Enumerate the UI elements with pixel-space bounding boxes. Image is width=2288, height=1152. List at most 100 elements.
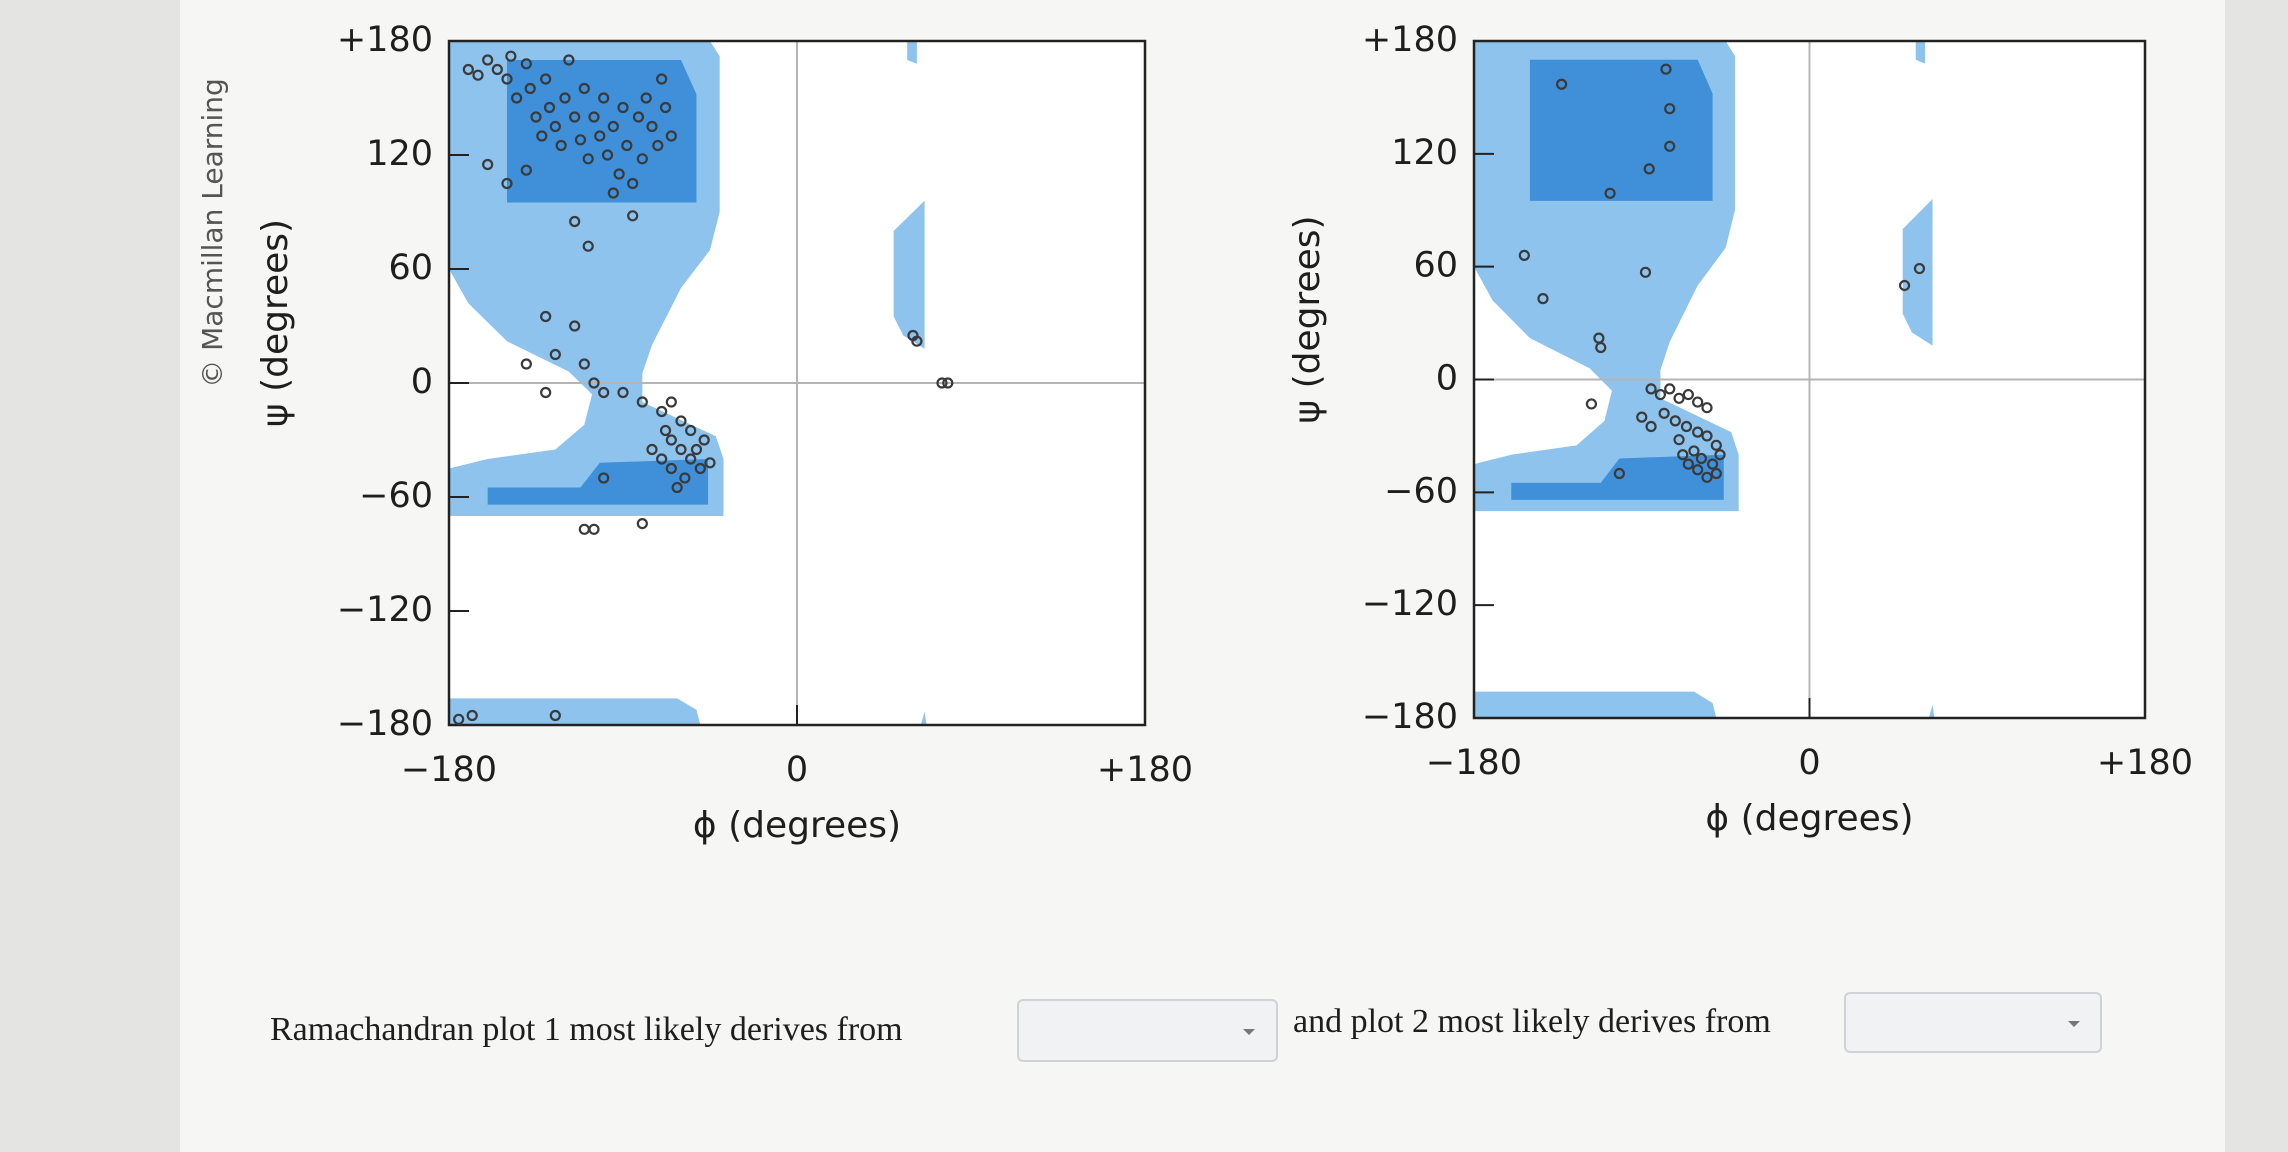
allowed-region [449, 698, 701, 725]
data-point [549, 709, 561, 722]
x-tick-label: +180 [2097, 743, 2193, 783]
data-point [675, 415, 687, 427]
data-point [555, 139, 567, 152]
question-text: Ramachandran plot 1 most likely derives … [270, 1011, 903, 1048]
data-point [679, 472, 691, 484]
data-point [1677, 449, 1689, 461]
data-point [675, 443, 687, 456]
data-point [1636, 411, 1648, 423]
data-point [1613, 467, 1625, 480]
y-tick-label: +180 [1362, 20, 1458, 60]
data-point [1682, 388, 1694, 401]
y-axis-label: ψ (degrees) [255, 219, 296, 427]
data-point [1669, 415, 1681, 427]
y-tick-label: −60 [359, 476, 433, 516]
data-point [1664, 383, 1676, 395]
y-tick-label: 120 [1391, 133, 1458, 173]
data-point [578, 82, 590, 95]
y-tick-label: −180 [1362, 697, 1458, 737]
data-point [1898, 279, 1911, 292]
data-point [466, 709, 478, 722]
y-tick-label: −180 [337, 704, 433, 744]
y-tick-label: +180 [337, 20, 433, 60]
data-point [1658, 407, 1670, 419]
data-point [543, 101, 556, 114]
allowed-region [893, 200, 925, 349]
y-tick-label: 0 [1436, 359, 1458, 399]
data-point [598, 92, 610, 104]
data-point [530, 111, 542, 123]
data-point [1654, 388, 1666, 401]
y-axis-label: ψ (degrees) [1287, 215, 1328, 423]
y-tick-label: −120 [1362, 584, 1458, 624]
data-point [636, 517, 648, 530]
data-point [1692, 464, 1704, 476]
data-point [636, 396, 648, 408]
favored-region [487, 459, 709, 505]
x-tick-label: −180 [1426, 743, 1522, 783]
data-point [936, 377, 948, 389]
allowed-region [1915, 41, 1926, 64]
data-point [636, 153, 648, 165]
data-point [1673, 392, 1685, 404]
data-point [646, 443, 658, 456]
y-tick-label: 60 [388, 248, 433, 288]
y-tick-label: −120 [337, 590, 433, 630]
data-point [1695, 452, 1707, 465]
data-point [582, 240, 594, 252]
data-point [646, 120, 658, 133]
data-point [1710, 439, 1722, 451]
x-tick-label: −180 [401, 750, 497, 790]
data-point [1701, 402, 1713, 414]
data-point [491, 63, 503, 76]
data-point [685, 424, 697, 437]
y-tick-label: 120 [366, 134, 433, 174]
data-point [1673, 434, 1685, 446]
data-point [1706, 458, 1719, 470]
dropdown[interactable] [1844, 992, 2102, 1053]
data-point [1518, 249, 1530, 261]
data-point [588, 377, 600, 389]
data-point [656, 405, 668, 418]
allowed-region [1928, 704, 1935, 718]
data-point [1913, 262, 1926, 275]
data-point [1645, 420, 1657, 433]
dropdown-caret [1243, 1029, 1255, 1035]
data-point [549, 120, 561, 133]
data-point [1664, 103, 1676, 115]
dropdown[interactable] [1017, 999, 1278, 1062]
data-point [598, 386, 610, 399]
data-point [540, 386, 552, 399]
data-point [1688, 445, 1700, 457]
data-point [574, 134, 587, 146]
y-tick-label: −60 [1384, 471, 1458, 511]
data-point [482, 54, 494, 66]
allowed-region [1474, 691, 1717, 718]
data-point [1680, 420, 1693, 433]
data-point [704, 457, 716, 469]
data-point [563, 54, 575, 66]
data-point [569, 111, 581, 123]
data-point [482, 158, 494, 171]
data-point [536, 130, 548, 142]
data-point [540, 73, 552, 85]
data-point [505, 50, 517, 62]
data-point [524, 82, 536, 95]
data-point [1604, 187, 1616, 199]
data-point [911, 335, 923, 347]
x-tick-label: +180 [1097, 750, 1193, 790]
data-point [578, 358, 590, 370]
data-point [617, 101, 629, 114]
data-point [601, 149, 614, 161]
data-point [632, 111, 645, 123]
data-point [453, 713, 465, 725]
allowed-region [907, 41, 917, 64]
data-point [665, 396, 677, 408]
data-point [613, 168, 625, 180]
x-tick-label: 0 [786, 750, 808, 790]
data-point [588, 523, 600, 535]
y-tick-label: 60 [1413, 246, 1458, 286]
favored-region [1529, 59, 1713, 201]
